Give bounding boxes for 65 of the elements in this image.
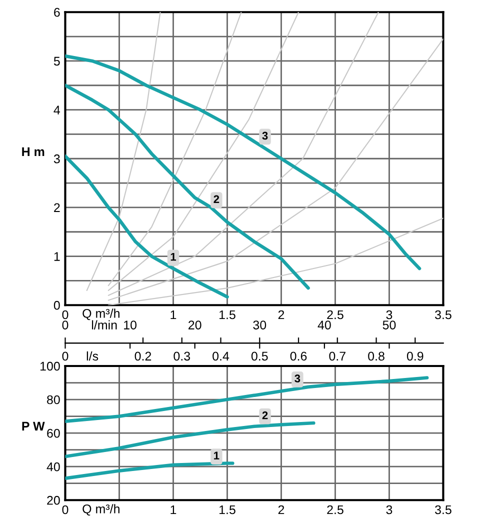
annotation: 2 xyxy=(214,195,220,204)
x-axis-title: Q m³/h xyxy=(82,504,120,516)
y-tick-label: 5 xyxy=(54,56,60,66)
x-tick-label: 0 xyxy=(62,310,68,320)
x2-tick-label: 0.9 xyxy=(406,352,424,361)
x2-axis-title: l/s xyxy=(86,351,98,361)
x2-tick-label: 0.3 xyxy=(174,352,190,361)
y-tick-label: 6 xyxy=(54,8,60,17)
x-tick-label: 2.5 xyxy=(327,505,344,514)
x-tick-label: 2 xyxy=(278,505,284,514)
x-axis-title: Q m³/h xyxy=(82,308,120,320)
y-tick-label: 0 xyxy=(54,300,60,310)
y-tick-label: 3 xyxy=(54,154,60,164)
line-series xyxy=(86,12,161,292)
x-tick-label: 3 xyxy=(386,310,392,320)
line-series xyxy=(108,12,242,286)
x-tick-label: 1.5 xyxy=(219,310,236,320)
y-tick-label: 60 xyxy=(47,428,60,438)
line-series xyxy=(108,218,444,306)
line-series xyxy=(65,84,310,290)
annotation: 3 xyxy=(262,132,268,140)
y-tick-label: 80 xyxy=(47,395,60,404)
line-series xyxy=(65,421,316,458)
x-tick-label: 1 xyxy=(170,505,176,514)
x-tick-label: 3.5 xyxy=(435,310,452,320)
x2-tick-label: 30 xyxy=(253,320,266,330)
x2-tick-label: 0.4 xyxy=(212,352,230,361)
line-series xyxy=(65,54,422,270)
line-series xyxy=(65,376,429,423)
x-tick-label: 0 xyxy=(62,505,68,514)
x2-tick-label: 50 xyxy=(382,320,396,330)
x2-tick-label: 0 xyxy=(62,352,68,361)
y-tick-label: 100 xyxy=(40,362,60,371)
x2-tick-label: 0 xyxy=(62,320,68,330)
y-axis-title: H m xyxy=(22,147,44,156)
x2-tick-label: 10 xyxy=(124,320,136,330)
y-tick-label: 4 xyxy=(54,106,60,114)
x-tick-label: 2.5 xyxy=(327,310,344,320)
x-tick-label: 2 xyxy=(278,310,284,320)
annotation: 3 xyxy=(294,374,300,382)
y-tick-label: 40 xyxy=(46,462,60,472)
x-tick-label: 1.5 xyxy=(219,505,236,514)
line-series xyxy=(108,12,379,296)
line-series xyxy=(65,462,234,480)
annotation: 1 xyxy=(170,252,176,261)
x-tick-label: 3.5 xyxy=(435,505,452,514)
annotation: 2 xyxy=(262,411,268,420)
x2-tick-label: 0.7 xyxy=(329,352,346,361)
x-tick-label: 1 xyxy=(170,310,176,320)
y-tick-label: 20 xyxy=(47,496,60,505)
x2-tick-label: 0.8 xyxy=(368,352,384,361)
y-tick-label: 1 xyxy=(54,252,60,261)
y-tick-label: 2 xyxy=(54,203,60,212)
line-series xyxy=(108,38,444,301)
y-axis-title: P W xyxy=(22,422,45,430)
line-series xyxy=(65,154,229,298)
x-tick-label: 3 xyxy=(386,505,392,514)
x2-tick-label: 0.5 xyxy=(251,352,268,361)
line-series xyxy=(108,12,300,292)
x2-tick-label: 20 xyxy=(188,320,202,330)
x2-tick-label: 0.6 xyxy=(290,352,307,361)
x2-tick-label: 40 xyxy=(318,320,331,330)
annotation: 1 xyxy=(214,452,220,460)
x2-tick-label: 0.2 xyxy=(134,352,152,361)
x2-axis-title: l/min xyxy=(92,320,117,330)
